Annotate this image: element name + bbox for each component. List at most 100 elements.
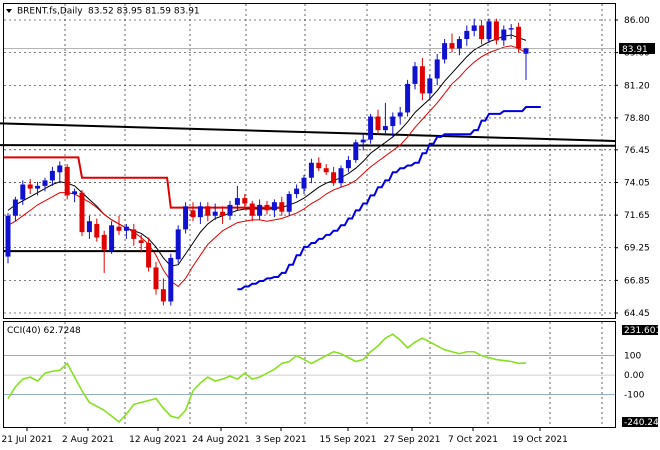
candle-body xyxy=(501,29,507,41)
candle-body xyxy=(523,48,529,54)
candle-body xyxy=(405,83,411,113)
candle-body xyxy=(49,170,55,181)
candle-body xyxy=(257,204,263,216)
x-tick-label: 2 Aug 2021 xyxy=(62,435,114,445)
price-tag xyxy=(619,43,655,54)
candle-body xyxy=(427,78,433,94)
candle-body xyxy=(234,198,240,205)
candle-body xyxy=(123,226,129,231)
candle-body xyxy=(138,240,144,243)
candle-body xyxy=(109,225,115,252)
candles-layer xyxy=(5,18,529,306)
candle-body xyxy=(79,192,85,233)
candle-body xyxy=(331,172,337,184)
trend-line xyxy=(0,122,616,143)
candle-body xyxy=(57,165,63,173)
candle-body xyxy=(486,21,492,40)
cci-tag xyxy=(622,325,658,335)
candle-body xyxy=(242,198,248,204)
candle-body xyxy=(72,191,78,195)
candle-body xyxy=(35,185,41,189)
series-ma_slow xyxy=(7,45,527,288)
candle-body xyxy=(249,203,255,216)
candle-body xyxy=(279,202,285,212)
cci-tag xyxy=(622,417,658,427)
candle-body xyxy=(464,30,470,40)
grid-lines xyxy=(4,4,615,427)
candle-body xyxy=(175,229,181,260)
x-tick-label: 3 Sep 2021 xyxy=(255,435,306,445)
candle-body xyxy=(205,206,211,216)
candle-body xyxy=(412,66,418,84)
x-tick-label: 19 Oct 2021 xyxy=(512,435,568,445)
candle-body xyxy=(479,25,485,40)
candle-body xyxy=(323,168,329,173)
x-tick-label: 12 Aug 2021 xyxy=(129,435,187,445)
candle-body xyxy=(86,221,92,233)
y-tick-label: 71.65 xyxy=(624,211,650,221)
cci-tick-label: -240.240 xyxy=(624,418,660,428)
candle-body xyxy=(5,215,11,257)
y-tick-label: 81.20 xyxy=(624,81,650,91)
candle-body xyxy=(101,234,107,250)
x-tick-label: 27 Sep 2021 xyxy=(383,435,440,445)
cci-tick-label: 0.00 xyxy=(624,371,644,381)
cci-panel-frame xyxy=(3,321,616,428)
candle-body xyxy=(434,59,440,79)
candle-body xyxy=(160,289,166,302)
price-tag-value: 83.91 xyxy=(622,45,648,55)
trend-line xyxy=(0,144,616,147)
candle-body xyxy=(294,188,300,195)
y-tick-label: 66.85 xyxy=(624,276,650,286)
candle-body xyxy=(212,211,218,216)
candle-body xyxy=(419,66,425,94)
cci-axis: 231.601 100 0.00 -100 -240.240 xyxy=(622,325,660,428)
x-tick-label: 24 Aug 2021 xyxy=(192,435,250,445)
candle-body xyxy=(308,162,314,178)
candle-body xyxy=(94,223,100,238)
y-tick-label: 69.25 xyxy=(624,244,650,254)
candle-body xyxy=(360,139,366,143)
candle-body xyxy=(449,43,455,49)
cci-tick-label: 100 xyxy=(624,352,641,362)
date-axis: 21 Jul 2021 2 Aug 2021 12 Aug 2021 24 Aug 2… xyxy=(2,428,568,445)
triangle-down-icon[interactable] xyxy=(6,9,12,13)
candle-body xyxy=(183,206,189,230)
cci-tick-label: 231.601 xyxy=(624,326,660,336)
y-tick-label: 74.05 xyxy=(624,178,650,188)
candle-body xyxy=(146,242,152,268)
candle-body xyxy=(131,229,137,239)
candle-body xyxy=(190,210,196,218)
candle-body xyxy=(286,194,292,212)
candle-body xyxy=(227,204,233,216)
y-tick-label: 78.80 xyxy=(624,114,650,124)
x-tick-label: 7 Oct 2021 xyxy=(448,435,498,445)
candle-body xyxy=(271,202,277,211)
candle-body xyxy=(64,166,70,196)
cci-tick-label: -100 xyxy=(624,391,645,401)
cci-line xyxy=(7,333,527,424)
candle-body xyxy=(471,25,477,31)
y-tick-label: 64.45 xyxy=(624,309,650,319)
candle-body xyxy=(368,116,374,140)
ohlc-label: 83.52 83.95 81.59 83.91 xyxy=(88,7,200,17)
y-tick-label: 86.00 xyxy=(624,16,650,26)
candle-body xyxy=(316,162,322,169)
candle-body xyxy=(508,28,514,30)
candle-body xyxy=(493,21,499,41)
candle-body xyxy=(220,211,226,216)
main-panel-frame xyxy=(3,3,616,319)
candle-body xyxy=(20,184,26,200)
x-tick-label: 21 Jul 2021 xyxy=(2,435,53,445)
candle-body xyxy=(153,267,159,290)
candle-body xyxy=(116,226,122,231)
cci-levels xyxy=(4,355,615,396)
price-axis: 86.0083.6081.2078.8076.4574.0571.6569.25… xyxy=(615,16,650,319)
cci-layer xyxy=(7,333,527,424)
candle-body xyxy=(301,177,307,189)
candle-body xyxy=(345,160,351,169)
candle-body xyxy=(397,112,403,117)
candle-body xyxy=(390,116,396,127)
candle-body xyxy=(353,142,359,161)
